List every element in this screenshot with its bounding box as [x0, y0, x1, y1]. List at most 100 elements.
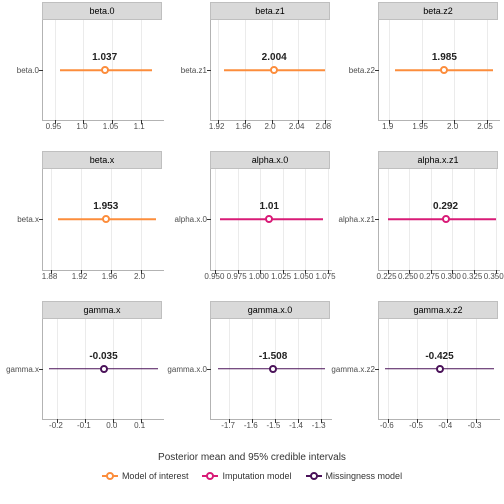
x-tick: -0.5: [409, 421, 423, 430]
x-tick: 2.05: [477, 122, 493, 131]
value-label: 1.985: [432, 52, 457, 63]
y-label: alpha.x.z1: [340, 169, 378, 270]
value-label: -1.508: [259, 351, 287, 362]
x-tick: 1.9: [382, 122, 393, 131]
panel-gamma-x-0: gamma.x.0gamma.x.0 -1.508 -1.7 -1.6 -1.5 -1.4…: [168, 299, 336, 448]
value-label: 2.004: [262, 52, 287, 63]
x-tick: 1.05: [103, 122, 119, 131]
x-tick: 0.95: [46, 122, 62, 131]
plot-area: 1.037: [42, 20, 164, 121]
legend-label: Imputation model: [222, 471, 291, 481]
panel-title: alpha.x.z1: [378, 151, 498, 169]
value-label: -0.035: [89, 351, 117, 362]
panel-title: gamma.x.z2: [378, 301, 498, 319]
legend-item: Missingness model: [306, 471, 403, 481]
x-tick: 2.0: [264, 122, 275, 131]
x-tick: 0.975: [227, 272, 247, 281]
panel-alpha-x-0: alpha.x.0alpha.x.01.010.9500.9751.0001.0…: [168, 149, 336, 298]
legend-label: Missingness model: [326, 471, 403, 481]
y-label: beta.z1: [172, 20, 210, 121]
x-tick: 1.95: [412, 122, 428, 131]
panel-beta-z2: beta.z2beta.z2 1.985 1.9 1.95 2.0 2.05: [336, 0, 504, 149]
x-tick: 0.0: [106, 421, 117, 430]
y-label: beta.z2: [340, 20, 378, 121]
y-label: beta.0: [4, 20, 42, 121]
x-tick: -1.5: [266, 421, 280, 430]
x-tick: -0.4: [438, 421, 452, 430]
legend-item: Imputation model: [202, 471, 291, 481]
x-tick: -1.6: [244, 421, 258, 430]
x-tick: 0.250: [398, 272, 418, 281]
x-tick: 1.88: [42, 272, 58, 281]
point-estimate: [442, 215, 450, 223]
x-tick: -0.6: [380, 421, 394, 430]
value-label: 0.292: [433, 201, 458, 212]
y-label: gamma.x.z2: [340, 319, 378, 420]
x-tick: 0.300: [441, 272, 461, 281]
point-estimate: [102, 215, 110, 223]
plot-area: -0.425: [378, 319, 500, 420]
panel-beta-x: beta.xbeta.x1.9531.881.921.962.0: [0, 149, 168, 298]
value-label: 1.037: [92, 52, 117, 63]
panel-alpha-x-z1: alpha.x.z1alpha.x.z1 0.292 0.2250.2500.275…: [336, 149, 504, 298]
x-tick: 1.050: [293, 272, 313, 281]
x-tick: 2.0: [134, 272, 145, 281]
panel-beta-0: beta.0beta.0 1.037 0.95 1.0 1.05 1.1: [0, 0, 168, 149]
point-estimate: [440, 66, 448, 74]
plot-area: 1.01: [210, 169, 332, 270]
panel-title: alpha.x.0: [210, 151, 330, 169]
point-estimate: [436, 365, 444, 373]
x-tick: -1.7: [221, 421, 235, 430]
plot-area: -1.508: [210, 319, 332, 420]
x-tick: 2.08: [316, 122, 332, 131]
panel-title: beta.z2: [378, 2, 498, 20]
x-tick: -1.3: [312, 421, 326, 430]
x-tick: 1.025: [271, 272, 291, 281]
value-label: 1.953: [93, 201, 118, 212]
x-tick: 1.000: [249, 272, 269, 281]
x-tick: 2.04: [289, 122, 305, 131]
value-label: -0.425: [425, 351, 453, 362]
x-tick: 1.92: [209, 122, 225, 131]
panel-gamma-x: gamma.xgamma.x-0.035-0.2-0.10.00.1: [0, 299, 168, 448]
panel-beta-z1: beta.z1beta.z1 2.004 1.92 1.96 2.0 2.04 2.08: [168, 0, 336, 149]
plot-area: 1.953: [42, 169, 164, 270]
y-label: gamma.x: [4, 319, 42, 420]
x-tick: -1.4: [289, 421, 303, 430]
y-label: beta.x: [4, 169, 42, 270]
x-tick: 0.950: [204, 272, 224, 281]
x-tick: -0.1: [77, 421, 91, 430]
legend: Model of interest Imputation model Missing…: [0, 465, 504, 487]
x-tick: 1.96: [236, 122, 252, 131]
y-label: gamma.x.0: [172, 319, 210, 420]
point-estimate: [269, 365, 277, 373]
x-tick: 2.0: [447, 122, 458, 131]
plot-area: -0.035: [42, 319, 164, 420]
panel-gamma-x-z2: gamma.x.z2gamma.x.z2-0.425-0.6-0.5-0.4-0…: [336, 299, 504, 448]
point-estimate: [270, 66, 278, 74]
legend-label: Model of interest: [122, 471, 189, 481]
point-estimate: [101, 66, 109, 74]
x-tick: 0.275: [419, 272, 439, 281]
panel-title: gamma.x: [42, 301, 162, 319]
x-tick: 1.1: [134, 122, 145, 131]
value-label: 1.01: [260, 201, 279, 212]
plot-area: 1.985: [378, 20, 500, 121]
panel-title: beta.z1: [210, 2, 330, 20]
x-tick: 0.325: [462, 272, 482, 281]
x-tick: 1.075: [316, 272, 336, 281]
legend-item: Model of interest: [102, 471, 189, 481]
point-estimate: [265, 215, 273, 223]
facet-grid: beta.0beta.01.0370.951.01.051.1beta.z1be…: [0, 0, 504, 448]
x-axis-caption: Posterior mean and 95% credible interval…: [0, 448, 504, 465]
y-label: alpha.x.0: [172, 169, 210, 270]
panel-title: gamma.x.0: [210, 301, 330, 319]
x-tick: -0.2: [49, 421, 63, 430]
x-tick: 1.0: [76, 122, 87, 131]
panel-title: beta.x: [42, 151, 162, 169]
x-tick: 0.225: [377, 272, 397, 281]
x-tick: 1.92: [72, 272, 88, 281]
x-tick: 0.350: [484, 272, 504, 281]
plot-area: 2.004: [210, 20, 332, 121]
panel-title: beta.0: [42, 2, 162, 20]
